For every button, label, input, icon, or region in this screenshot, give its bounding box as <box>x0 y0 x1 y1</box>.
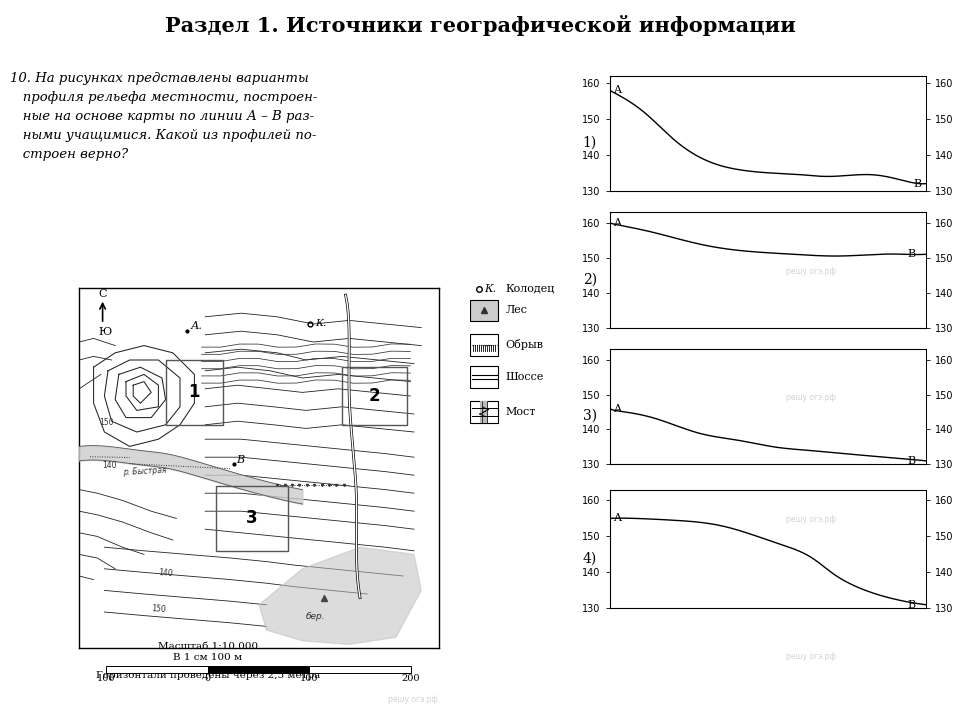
Text: 3: 3 <box>246 510 258 527</box>
Text: 0: 0 <box>204 674 211 683</box>
Text: B: B <box>914 179 922 189</box>
Text: решу огэ.рф: решу огэ.рф <box>786 266 836 276</box>
Text: 150: 150 <box>99 418 113 427</box>
Bar <box>470 300 498 321</box>
Bar <box>309 666 411 673</box>
Text: Колодец: Колодец <box>505 284 555 294</box>
Text: 1: 1 <box>189 383 200 401</box>
Polygon shape <box>480 401 488 423</box>
Text: Ю: Ю <box>98 327 111 337</box>
Bar <box>470 366 498 388</box>
Text: Шоссе: Шоссе <box>505 372 543 382</box>
Text: К.: К. <box>315 319 326 328</box>
Text: Мост: Мост <box>505 407 536 417</box>
Text: Раздел 1. Источники географической информации: Раздел 1. Источники географической инфор… <box>164 15 796 37</box>
Bar <box>207 666 309 673</box>
Text: 10. На рисунках представлены варианты
   профиля рельефа местности, построен-
  : 10. На рисунках представлены варианты пр… <box>10 72 317 161</box>
Text: B: B <box>907 600 916 610</box>
Text: С: С <box>98 289 107 299</box>
Bar <box>342 367 407 425</box>
Bar <box>166 360 224 425</box>
Text: решу огэ.рф: решу огэ.рф <box>388 695 438 704</box>
Text: Масштаб 1:10 000: Масштаб 1:10 000 <box>157 642 258 651</box>
Text: A: A <box>612 218 621 228</box>
Text: 100: 100 <box>300 674 319 683</box>
Text: А.: А. <box>191 321 203 331</box>
Text: Обрыв: Обрыв <box>505 339 543 351</box>
Text: К.: К. <box>484 284 496 294</box>
Text: решу огэ.рф: решу огэ.рф <box>786 392 836 402</box>
Text: р. Быстрая: р. Быстрая <box>123 466 167 477</box>
Text: 2): 2) <box>583 272 597 287</box>
Text: решу огэ.рф: решу огэ.рф <box>786 652 836 661</box>
Text: A: A <box>612 85 621 95</box>
Text: 1): 1) <box>583 135 597 150</box>
Text: бер.: бер. <box>306 612 325 621</box>
Text: В 1 см 100 м: В 1 см 100 м <box>173 654 242 662</box>
Text: 140: 140 <box>158 568 174 578</box>
Text: 150: 150 <box>152 604 166 614</box>
Text: 100: 100 <box>97 674 115 683</box>
Text: 4): 4) <box>583 552 597 565</box>
Bar <box>470 334 498 356</box>
Bar <box>216 486 288 551</box>
Text: 2: 2 <box>369 387 380 405</box>
Text: B: B <box>907 249 916 259</box>
Text: 3): 3) <box>583 409 597 423</box>
Text: В: В <box>236 454 244 464</box>
Polygon shape <box>259 547 421 644</box>
Bar <box>470 401 498 423</box>
Text: Лес: Лес <box>505 305 527 315</box>
Text: A: A <box>612 403 621 413</box>
Text: решу огэ.рф: решу огэ.рф <box>786 515 836 524</box>
Bar <box>107 666 207 673</box>
Text: Горизонтали проведены через 2,5 метра: Горизонтали проведены через 2,5 метра <box>96 670 320 680</box>
Text: 140: 140 <box>103 461 117 470</box>
Text: B: B <box>907 456 916 466</box>
Text: 200: 200 <box>402 674 420 683</box>
Text: A: A <box>612 513 621 523</box>
